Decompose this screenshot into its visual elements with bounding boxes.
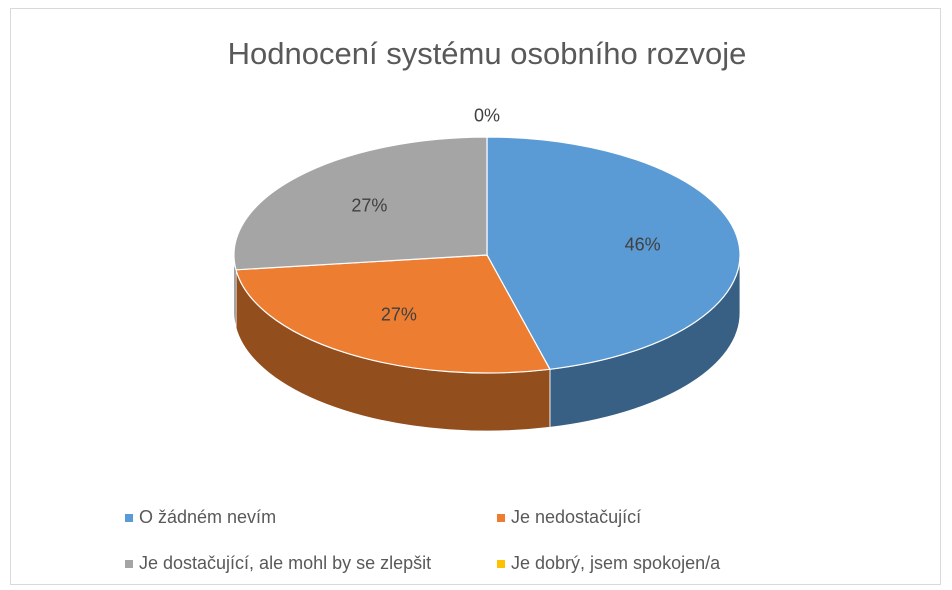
slice [486,136,741,370]
legend-label: Je dostačující, ale mohl by se zlepšit [139,553,431,573]
data-label: 27% [381,304,417,324]
legend-swatch [125,560,133,568]
chart-title: Hodnocení systému osobního rozvoje [228,36,747,71]
legend-label: Je dobrý, jsem spokojen/a [511,553,721,573]
legend-swatch [125,514,133,522]
slice [233,136,488,271]
legend-label: O žádném nevím [139,507,276,527]
data-label: 27% [351,195,387,215]
legend-swatch [497,514,505,522]
slice [235,254,551,374]
legend-label: Je nedostačující [511,507,641,527]
legend-swatch [497,560,505,568]
data-label: 46% [625,235,661,255]
data-label: 0% [474,106,500,126]
